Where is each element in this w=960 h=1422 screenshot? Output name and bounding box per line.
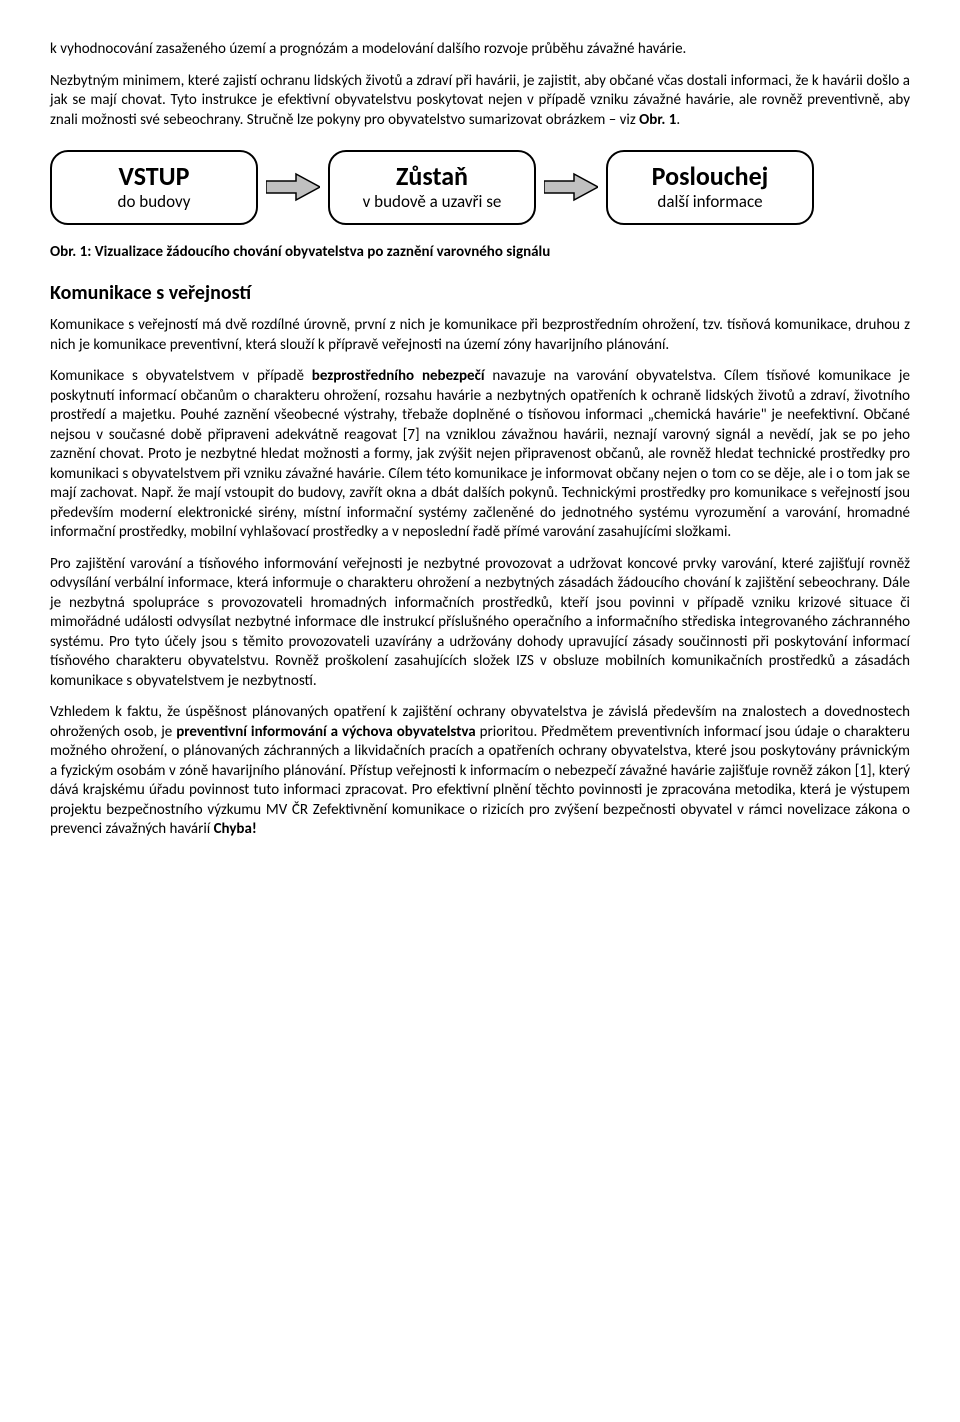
flow-box-3-title: Poslouchej [630,162,790,191]
section-heading: Komunikace s veřejností [50,280,910,306]
flow-box-1-title: VSTUP [74,162,234,191]
flow-box-3: Poslouchej další informace [606,150,814,225]
p6-bold-1: preventivní informování a výchova obyvat… [176,723,475,741]
paragraph-3: Komunikace s veřejností má dvě rozdílné … [50,316,910,355]
figure-caption: Obr. 1: Vizualizace žádoucího chování ob… [50,243,910,263]
arrow-right-icon [266,174,320,200]
p2-text-c: . [676,111,680,129]
paragraph-6: Vzhledem k faktu, že úspěšnost plánovaný… [50,703,910,840]
paragraph-1: k vyhodnocování zasaženého území a progn… [50,40,910,60]
flow-box-2-sub: v budově a uzavři se [352,191,512,213]
flow-box-2: Zůstaň v budově a uzavři se [328,150,536,225]
paragraph-4: Komunikace s obyvatelstvem v případě bez… [50,367,910,543]
flow-arrow-2 [544,172,598,202]
flow-arrow-1 [266,172,320,202]
p6-bold-2: Chyba! [214,820,257,838]
flow-box-1-sub: do budovy [74,191,234,213]
flow-box-1: VSTUP do budovy [50,150,258,225]
flow-box-3-sub: další informace [630,191,790,213]
arrow-right-icon [544,174,598,200]
p4-text-c: navazuje na varování obyvatelstva. Cílem… [50,367,910,541]
paragraph-5: Pro zajištění varování a tísňového infor… [50,555,910,692]
p2-ref: Obr. 1 [639,111,676,129]
flow-box-2-title: Zůstaň [352,162,512,191]
paragraph-2: Nezbytným minimem, které zajistí ochranu… [50,72,910,131]
flow-diagram: VSTUP do budovy Zůstaň v budově a uzavři… [50,150,910,225]
p4-bold: bezprostředního nebezpečí [312,367,485,385]
p2-text-a: Nezbytným minimem, které zajistí ochranu… [50,72,910,129]
p4-text-a: Komunikace s obyvatelstvem v případě [50,367,312,385]
